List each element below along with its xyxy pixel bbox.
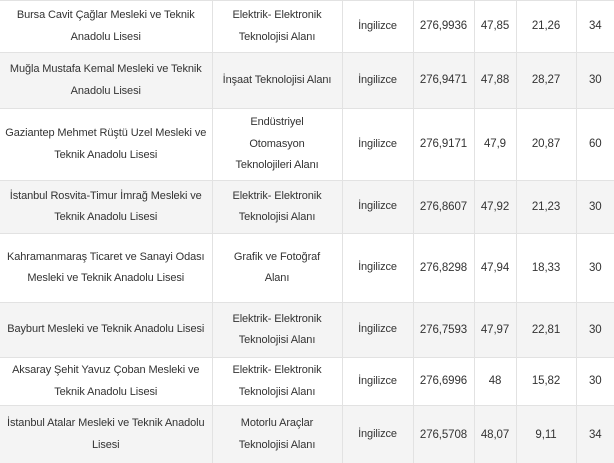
- value-cell: 21,26: [515, 0, 576, 53]
- value-cell: 47,9: [473, 108, 516, 181]
- value-cell: 47,97: [473, 302, 516, 358]
- language-cell: İngilizce: [341, 302, 413, 358]
- score-cell: 276,6996: [412, 357, 474, 406]
- score-cell: 276,5708: [412, 405, 474, 463]
- school-cell: Gaziantep Mehmet Rüştü Uzel Mesleki ve T…: [0, 108, 212, 181]
- quota-cell: 30: [575, 233, 614, 303]
- table-row: Muğla Mustafa Kemal Mesleki ve Teknik An…: [0, 52, 614, 109]
- language-cell: İngilizce: [341, 108, 413, 181]
- quota-cell: 34: [575, 0, 614, 53]
- quota-cell: 30: [575, 302, 614, 358]
- school-cell: Muğla Mustafa Kemal Mesleki ve Teknik An…: [0, 52, 212, 109]
- value-cell: 47,85: [473, 0, 516, 53]
- value-cell: 20,87: [515, 108, 576, 181]
- school-cell: İstanbul Atalar Mesleki ve Teknik Anadol…: [0, 405, 212, 463]
- table-row: Kahramanmaraş Ticaret ve Sanayi Odası Me…: [0, 233, 614, 303]
- value-cell: 48: [473, 357, 516, 406]
- table-row: Gaziantep Mehmet Rüştü Uzel Mesleki ve T…: [0, 108, 614, 181]
- field-cell: Elektrik- Elektronik Teknolojisi Alanı: [211, 357, 342, 406]
- quota-cell: 30: [575, 52, 614, 109]
- score-cell: 276,8298: [412, 233, 474, 303]
- language-cell: İngilizce: [341, 0, 413, 53]
- language-cell: İngilizce: [341, 52, 413, 109]
- school-cell: Kahramanmaraş Ticaret ve Sanayi Odası Me…: [0, 233, 212, 303]
- value-cell: 47,92: [473, 180, 516, 234]
- value-cell: 47,94: [473, 233, 516, 303]
- value-cell: 21,23: [515, 180, 576, 234]
- field-cell: Elektrik- Elektronik Teknolojisi Alanı: [211, 0, 342, 53]
- language-cell: İngilizce: [341, 405, 413, 463]
- school-cell: İstanbul Rosvita-Timur İmrağ Mesleki ve …: [0, 180, 212, 234]
- value-cell: 28,27: [515, 52, 576, 109]
- score-cell: 276,9171: [412, 108, 474, 181]
- score-cell: 276,9471: [412, 52, 474, 109]
- school-cell: Aksaray Şehit Yavuz Çoban Mesleki ve Tek…: [0, 357, 212, 406]
- quota-cell: 30: [575, 357, 614, 406]
- value-cell: 15,82: [515, 357, 576, 406]
- score-cell: 276,8607: [412, 180, 474, 234]
- value-cell: 9,11: [515, 405, 576, 463]
- quota-cell: 60: [575, 108, 614, 181]
- value-cell: 22,81: [515, 302, 576, 358]
- language-cell: İngilizce: [341, 357, 413, 406]
- table-row: Bayburt Mesleki ve Teknik Anadolu Lisesi…: [0, 302, 614, 358]
- value-cell: 47,88: [473, 52, 516, 109]
- table-row: İstanbul Atalar Mesleki ve Teknik Anadol…: [0, 405, 614, 463]
- field-cell: Grafik ve Fotoğraf Alanı: [211, 233, 342, 303]
- value-cell: 18,33: [515, 233, 576, 303]
- field-cell: Elektrik- Elektronik Teknolojisi Alanı: [211, 180, 342, 234]
- field-cell: Motorlu Araçlar Teknolojisi Alanı: [211, 405, 342, 463]
- score-cell: 276,9936: [412, 0, 474, 53]
- field-cell: İnşaat Teknolojisi Alanı: [211, 52, 342, 109]
- school-cell: Bayburt Mesleki ve Teknik Anadolu Lisesi: [0, 302, 212, 358]
- quota-cell: 30: [575, 180, 614, 234]
- table-row: İstanbul Rosvita-Timur İmrağ Mesleki ve …: [0, 180, 614, 234]
- language-cell: İngilizce: [341, 180, 413, 234]
- language-cell: İngilizce: [341, 233, 413, 303]
- field-cell: Endüstriyel Otomasyon Teknolojileri Alan…: [211, 108, 342, 181]
- score-cell: 276,7593: [412, 302, 474, 358]
- table-row: Bursa Cavit Çağlar Mesleki ve Teknik Ana…: [0, 0, 614, 53]
- table-row: Aksaray Şehit Yavuz Çoban Mesleki ve Tek…: [0, 357, 614, 406]
- school-cell: Bursa Cavit Çağlar Mesleki ve Teknik Ana…: [0, 0, 212, 53]
- field-cell: Elektrik- Elektronik Teknolojisi Alanı: [211, 302, 342, 358]
- quota-cell: 34: [575, 405, 614, 463]
- value-cell: 48,07: [473, 405, 516, 463]
